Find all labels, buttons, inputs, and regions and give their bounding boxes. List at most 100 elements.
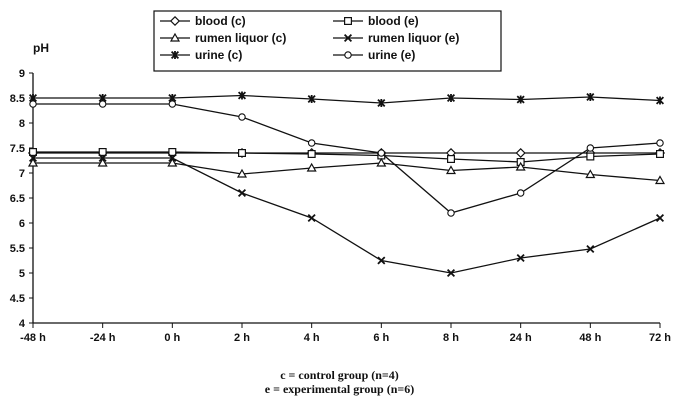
x-tick-label: 8 h: [443, 332, 459, 344]
data-point-rumen-liquor-c: [654, 175, 666, 185]
data-point-rumen-liquor-c: [27, 157, 39, 167]
data-point-urine-c: [586, 92, 595, 102]
experimental-group-note: e = experimental group (n=6): [264, 382, 415, 396]
data-point-urine-e: [98, 100, 107, 108]
data-point-urine-c: [446, 93, 456, 103]
legend-marker-rumen-liquor-c: [169, 32, 181, 42]
legend-marker-urine-c: [170, 50, 180, 60]
x-tick-label: -24 h: [90, 332, 116, 344]
data-point-urine-e: [307, 139, 316, 147]
y-axis-label: pH: [33, 41, 49, 55]
data-point-urine-c: [377, 98, 386, 108]
x-tick-label: 48 h: [579, 332, 601, 344]
y-tick-label: 5.5: [10, 243, 25, 255]
data-point-blood-e: [238, 149, 247, 158]
control-group-note: c = control group (n=4): [280, 368, 399, 382]
y-axis-ticks: 4 4.5 5 5.5 6 6.5 7 7.5 8 8.5 9: [10, 68, 33, 330]
data-point-rumen-liquor-e: [446, 268, 456, 278]
data-point-urine-c: [237, 91, 247, 100]
data-point-blood-e: [586, 152, 595, 161]
y-tick-label: 6: [19, 218, 25, 230]
series-line-blood-e: [33, 151, 661, 163]
series-line-rumen-liquor-c: [33, 162, 661, 182]
data-point-rumen-liquor-e: [98, 153, 107, 163]
x-tick-label: -48 h: [20, 332, 46, 344]
y-tick-label: 7: [19, 168, 25, 180]
series-layer: [27, 91, 666, 278]
data-point-urine-e: [29, 100, 37, 108]
data-point-rumen-liquor-c: [167, 157, 178, 167]
series-line-urine-e: [33, 103, 661, 214]
series-line-rumen-liquor-e: [33, 157, 661, 274]
data-point-rumen-liquor-c: [376, 157, 387, 167]
legend: blood (c) blood (e) rumen liquor (c) rumen …: [153, 10, 502, 72]
x-tick-label: 72 h: [649, 332, 671, 344]
data-point-rumen-liquor-e: [28, 153, 38, 163]
data-point-rumen-liquor-e: [307, 213, 316, 223]
data-point-rumen-liquor-e: [168, 153, 177, 163]
legend-label: blood (e): [368, 14, 419, 28]
legend-marker-blood-e: [344, 17, 353, 26]
x-tick-label: 2 h: [234, 332, 250, 344]
data-point-blood-e: [98, 148, 107, 157]
y-tick-label: 4: [19, 318, 26, 330]
legend-entry-blood-c: blood (c): [160, 14, 246, 28]
series-urine-c: [28, 91, 665, 108]
legend-entry-urine-e: urine (e): [333, 48, 415, 62]
data-point-urine-e: [168, 100, 177, 108]
x-tick-label: 6 h: [373, 332, 389, 344]
legend-entry-rumen-liquor-c: rumen liquor (c): [160, 31, 286, 45]
y-tick-label: 8.5: [10, 93, 25, 105]
data-point-rumen-liquor-e: [586, 244, 595, 254]
legend-box: [153, 10, 502, 72]
data-point-rumen-liquor-e: [655, 213, 665, 223]
legend-label: rumen liquor (e): [368, 31, 459, 45]
y-tick-label: 8: [19, 118, 25, 130]
data-point-rumen-liquor-c: [236, 168, 248, 178]
data-point-rumen-liquor-c: [585, 169, 596, 179]
y-tick-label: 7.5: [10, 143, 25, 155]
data-point-blood-c: [515, 147, 526, 159]
data-point-rumen-liquor-c: [515, 161, 526, 171]
legend-entry-urine-c: urine (c): [160, 48, 242, 62]
series-rumen-liquor-e: [28, 153, 665, 278]
legend-entry-blood-e: blood (e): [333, 14, 419, 28]
y-tick-label: 6.5: [10, 193, 25, 205]
data-point-urine-e: [238, 113, 246, 121]
x-tick-label: 24 h: [510, 332, 532, 344]
data-point-rumen-liquor-c: [306, 162, 317, 172]
data-point-urine-e: [656, 139, 664, 147]
legend-marker-urine-e: [344, 51, 352, 59]
data-point-rumen-liquor-c: [97, 157, 108, 167]
data-point-rumen-liquor-e: [377, 256, 386, 265]
legend-marker-blood-c: [169, 15, 181, 27]
legend-label: rumen liquor (c): [195, 31, 286, 45]
data-point-blood-e: [29, 148, 38, 157]
x-axis-ticks: -48 h -24 h 0 h 2 h 4 h 6 h 8 h 24 h 48 h 72 h: [20, 323, 671, 344]
legend-label: urine (e): [368, 48, 415, 62]
y-tick-label: 4.5: [10, 293, 25, 305]
data-point-urine-e: [447, 209, 455, 217]
legend-entry-rumen-liquor-e: rumen liquor (e): [333, 31, 459, 45]
legend-label: urine (c): [195, 48, 242, 62]
data-point-blood-e: [307, 150, 316, 159]
data-point-blood-e: [655, 150, 664, 159]
y-tick-label: 9: [19, 68, 25, 80]
data-point-urine-e: [586, 144, 595, 152]
data-point-rumen-liquor-e: [237, 188, 247, 198]
data-point-urine-c: [307, 94, 316, 104]
x-tick-label: 4 h: [304, 332, 320, 344]
data-point-urine-e: [377, 149, 386, 157]
data-point-blood-e: [168, 148, 177, 157]
x-tick-label: 0 h: [164, 332, 180, 344]
legend-marker-rumen-liquor-e: [343, 33, 353, 43]
y-tick-label: 5: [19, 268, 25, 280]
data-point-urine-c: [516, 95, 525, 104]
data-point-rumen-liquor-c: [445, 165, 457, 175]
series-line-urine-c: [33, 94, 661, 104]
data-point-urine-e: [516, 189, 525, 197]
data-point-urine-c: [655, 96, 665, 105]
legend-label: blood (c): [195, 14, 246, 28]
series-urine-e: [29, 100, 664, 217]
